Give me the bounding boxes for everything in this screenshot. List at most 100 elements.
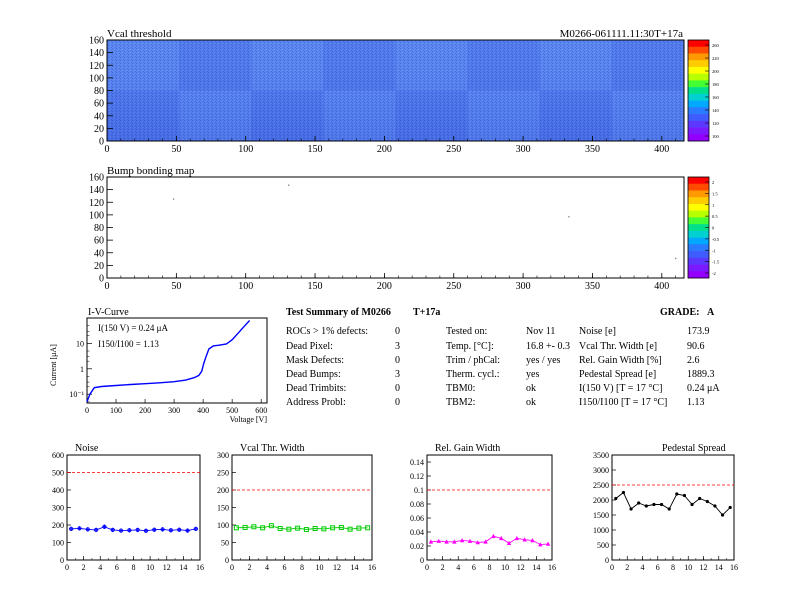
y-tick-label: 20 <box>94 261 104 272</box>
data-point <box>728 505 732 510</box>
data-point <box>330 525 336 531</box>
x-tick-label: 0 <box>65 563 69 572</box>
x-tick-label: 12 <box>700 563 708 572</box>
summary-value: Nov 11 <box>526 326 555 337</box>
x-tick-label: 16 <box>196 563 204 572</box>
module-id: M0266-061111.11:30T+17a <box>560 28 684 40</box>
vcal-threshold-palette: 260 220 200 180 160 140 120 100 <box>687 39 720 142</box>
y-tick-label: 0.08 <box>410 500 424 509</box>
x-tick-label: 200 <box>377 281 392 292</box>
data-point-ring <box>94 527 99 532</box>
data-point <box>652 502 656 507</box>
summary-label: TBM2: <box>446 397 475 408</box>
data-point <box>277 526 283 531</box>
palette-band <box>688 183 709 191</box>
y-tick-label: 2500 <box>593 481 609 490</box>
data-point <box>675 492 679 496</box>
data-point <box>629 507 633 511</box>
palette-tick-label: 180 <box>712 82 720 87</box>
x-tick-label: 8 <box>488 563 492 572</box>
y-tick-label: 60 <box>94 99 104 110</box>
x-tick-label: 50 <box>171 144 181 155</box>
palette-tick-label: 200 <box>712 69 720 74</box>
dead-bump-pixel <box>172 198 175 200</box>
data-point <box>644 504 648 508</box>
palette-band <box>688 237 709 245</box>
x-tick-label: 10 <box>146 563 154 572</box>
data-point <box>303 527 309 533</box>
summary-value: ok <box>526 397 536 408</box>
summary-label: Mask Defects: <box>286 355 344 366</box>
x-tick-label: 0 <box>105 281 110 292</box>
small-chart-title: Vcal Thr. Width <box>240 443 305 454</box>
data-point <box>667 507 671 511</box>
x-tick-label: 350 <box>585 281 600 292</box>
summary-label: Dead Trimbits: <box>286 383 346 394</box>
iv-title: I-V-Curve <box>88 307 129 318</box>
data-point-ring <box>193 526 198 531</box>
summary-value: 3 <box>395 369 400 380</box>
summary-value: 0.24 μA <box>687 383 720 394</box>
data-point <box>436 538 441 543</box>
summary-label: Address Probl: <box>286 397 346 408</box>
iv-x-tick-label: 400 <box>197 406 209 415</box>
palette-band <box>688 257 709 265</box>
x-tick-label: 100 <box>238 281 253 292</box>
data-point <box>260 525 266 531</box>
iv-x-tick-label: 0 <box>85 406 89 415</box>
palette-band <box>688 203 709 211</box>
small-chart-frame <box>426 454 553 561</box>
palette-tick-label: 1.5 <box>712 191 718 196</box>
x-tick-label: 0 <box>610 563 614 572</box>
x-tick-label: 16 <box>548 563 556 572</box>
y-tick-label: 0 <box>225 556 229 565</box>
y-tick-label: 120 <box>89 61 104 72</box>
data-point <box>467 538 473 543</box>
summary-label: Noise [e] <box>579 326 616 337</box>
palette-tick-label: 0 <box>712 226 715 231</box>
data-point <box>713 504 717 508</box>
x-tick-label: 2 <box>248 563 252 572</box>
iv-x-tick-label: 500 <box>226 406 238 415</box>
summary-label: Rel. Gain Width [%] <box>579 355 662 366</box>
summary-label: Tested on: <box>446 326 487 337</box>
x-tick-label: 14 <box>179 563 187 572</box>
data-point-ring <box>177 527 182 532</box>
palette-band <box>688 114 709 122</box>
iv-y-tick-label: 1 <box>80 365 84 374</box>
palette-band <box>688 80 709 88</box>
y-tick-label: 40 <box>94 248 104 259</box>
data-point-ring <box>152 527 157 532</box>
data-point <box>242 524 248 530</box>
summary-value: 90.6 <box>687 341 705 352</box>
palette-band <box>688 100 709 108</box>
x-tick-label: 4 <box>641 563 645 572</box>
y-tick-label: 100 <box>89 210 104 221</box>
data-point-ring <box>143 528 148 533</box>
summary-label: Trim / phCal: <box>446 355 500 366</box>
x-tick-label: 200 <box>377 144 392 155</box>
summary-value: 0 <box>395 355 400 366</box>
y-tick-label: 120 <box>89 198 104 209</box>
y-tick-label: 160 <box>89 36 104 47</box>
data-point <box>522 537 527 542</box>
x-tick-label: 4 <box>98 563 102 572</box>
palette-band <box>688 230 709 238</box>
palette-tick-label: 1 <box>712 203 714 208</box>
x-tick-label: 2 <box>441 563 445 572</box>
y-tick-label: 0 <box>605 556 609 565</box>
palette-band <box>688 40 709 48</box>
y-tick-label: 500 <box>52 469 64 478</box>
y-tick-label: 1000 <box>593 526 609 535</box>
y-tick-label: 160 <box>89 173 104 184</box>
summary-label: ROCs > 1% defects: <box>286 326 368 337</box>
x-tick-label: 250 <box>446 144 461 155</box>
palette-tick-label: -1.5 <box>712 260 720 265</box>
data-point <box>659 502 664 507</box>
y-tick-label: 20 <box>94 124 104 135</box>
x-tick-label: 8 <box>132 563 136 572</box>
small-chart-title: Pedestal Spread <box>662 443 726 454</box>
palette-band <box>688 73 709 81</box>
x-tick-label: 6 <box>656 563 660 572</box>
summary-value: 0 <box>395 383 400 394</box>
